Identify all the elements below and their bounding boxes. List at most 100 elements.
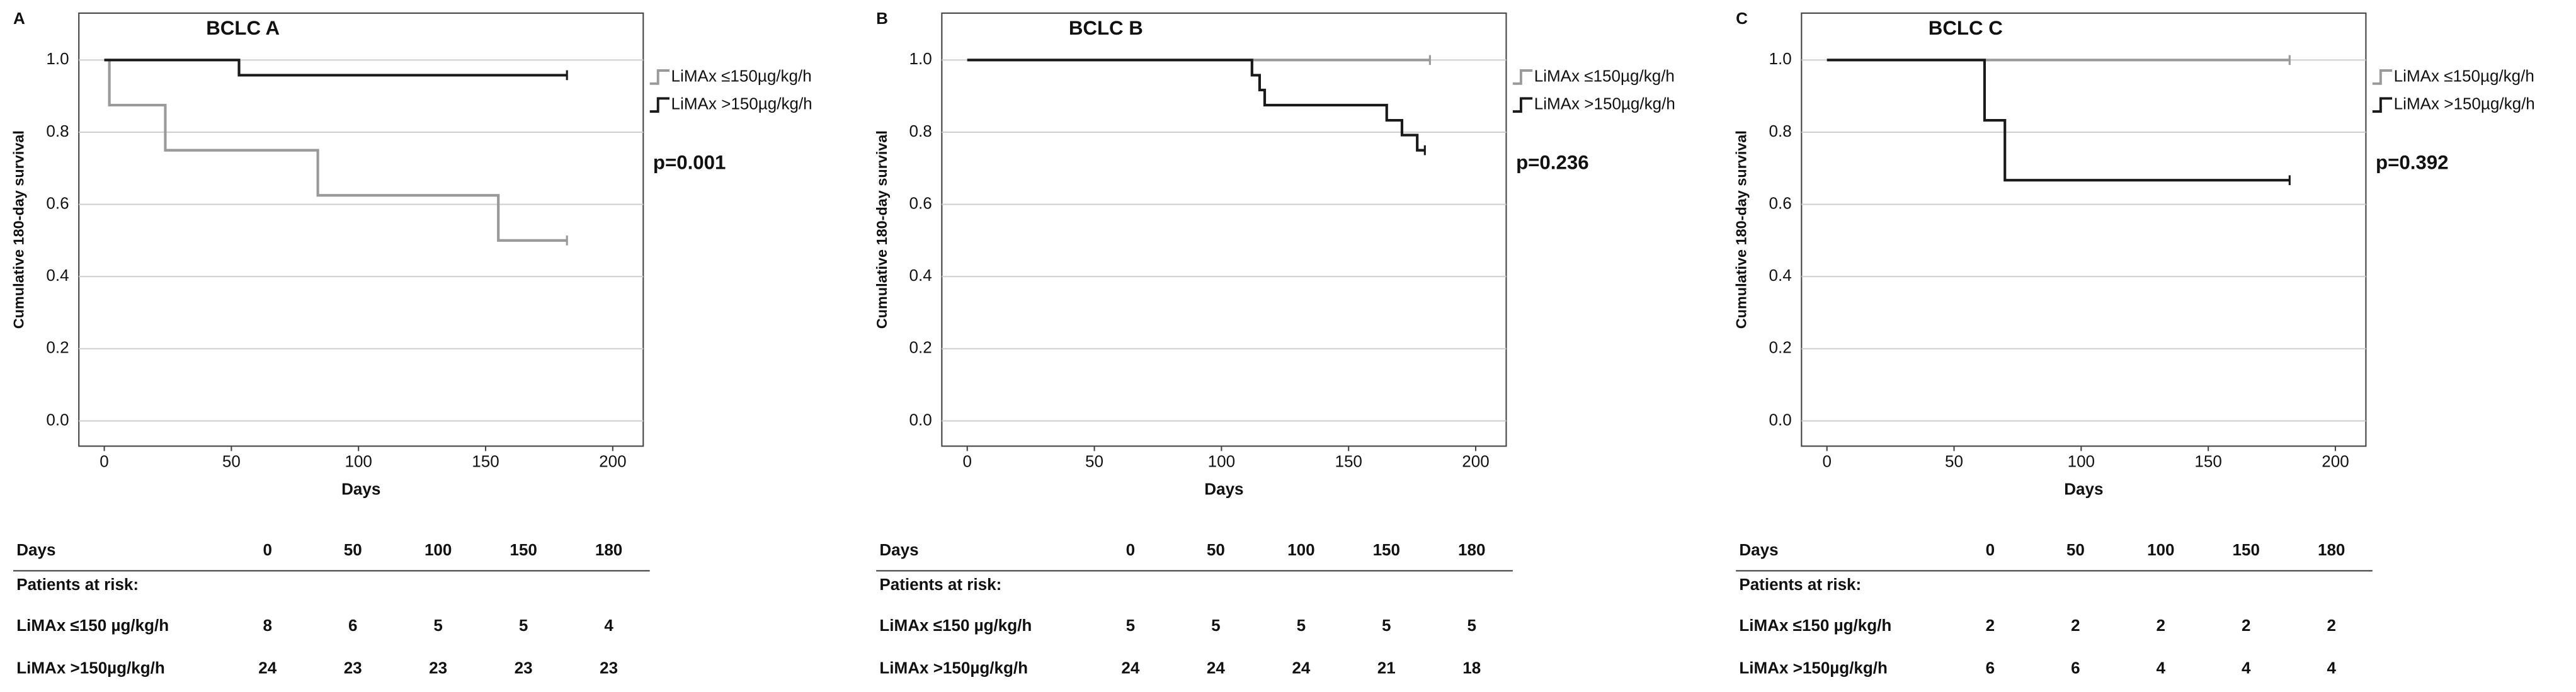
table-cell: 2	[1986, 616, 1995, 635]
x-axis-label: Days	[341, 480, 380, 499]
table-cell: 5	[1297, 616, 1306, 635]
table-column: 100	[1287, 540, 1314, 559]
table-header: Days	[1739, 540, 1778, 559]
table-header: Days	[879, 540, 918, 559]
y-tick-label: 1.0	[46, 49, 69, 68]
table-cell: 18	[1462, 659, 1481, 678]
y-tick-label: 1.0	[1769, 49, 1792, 68]
table-cell: 5	[519, 616, 528, 635]
table-cell: 2	[2242, 616, 2250, 635]
x-tick-label: 0	[1822, 451, 1831, 470]
legend-label: LiMAx >150µg/kg/h	[671, 94, 812, 113]
y-tick-label: 0.0	[909, 410, 932, 429]
y-tick-label: 0.6	[46, 193, 69, 212]
legend-swatch	[2372, 69, 2393, 85]
table-column: 50	[2066, 540, 2085, 559]
table-subheader: Patients at risk:	[16, 575, 139, 594]
table-column: 0	[1986, 540, 1995, 559]
table-cell: 5	[1211, 616, 1220, 635]
table-cell: 2	[2327, 616, 2335, 635]
row-label: LiMAx >150µg/kg/h	[1739, 659, 1888, 678]
table-cell: 23	[344, 659, 362, 678]
y-axis-label: Cumulative 180-day survival	[874, 130, 890, 329]
y-tick-label: 0.4	[1769, 266, 1792, 285]
y-tick-label: 0.8	[46, 122, 69, 140]
table-header: Days	[16, 540, 55, 559]
legend-label: LiMAx ≤150µg/kg/h	[2394, 66, 2534, 85]
chart-title: BCLC C	[1929, 17, 2003, 39]
row-label: LiMAx ≤150 µg/kg/h	[16, 616, 169, 635]
table-cell: 4	[2327, 659, 2336, 678]
survival-curve	[1827, 59, 2290, 182]
table-column: 50	[344, 540, 362, 559]
y-tick-label: 0.2	[46, 338, 69, 357]
table-cell: 24	[1207, 659, 1225, 678]
y-tick-label: 1.0	[909, 49, 932, 68]
row-label: LiMAx >150µg/kg/h	[16, 659, 165, 678]
table-cell: 2	[2157, 616, 2165, 635]
panel-label: B	[876, 9, 888, 28]
table-cell: 5	[433, 616, 442, 635]
y-tick-label: 0.4	[909, 266, 932, 285]
x-tick-label: 200	[2322, 451, 2349, 470]
table-column: 180	[1458, 540, 1485, 559]
x-tick-label: 200	[1462, 451, 1489, 470]
panel-label: C	[1736, 9, 1748, 28]
plot-frame	[78, 12, 644, 447]
y-tick-label: 0.0	[46, 410, 69, 429]
table-column: 50	[1207, 540, 1225, 559]
table-cell: 8	[263, 616, 272, 635]
table-cell: 24	[1292, 659, 1310, 678]
survival-curve	[104, 59, 567, 242]
table-subheader: Patients at risk:	[879, 575, 1001, 594]
x-axis-label: Days	[2064, 480, 2103, 499]
chart-title: BCLC B	[1069, 17, 1143, 39]
legend-swatch	[2372, 97, 2393, 113]
plot-frame	[941, 12, 1507, 447]
x-tick-label: 150	[2194, 451, 2221, 470]
table-cell: 4	[2242, 659, 2251, 678]
row-label: LiMAx ≤150 µg/kg/h	[879, 616, 1032, 635]
survival-curve	[967, 59, 1425, 152]
x-tick-label: 150	[472, 451, 499, 470]
x-tick-label: 100	[2068, 451, 2095, 470]
x-tick-label: 100	[1208, 451, 1235, 470]
row-label: LiMAx ≤150 µg/kg/h	[1739, 616, 1891, 635]
chart-title: BCLC A	[206, 17, 280, 39]
plot-frame	[1801, 12, 2367, 447]
legend-label: LiMAx ≤150µg/kg/h	[671, 66, 812, 85]
p-value: p=0.236	[1516, 152, 1589, 174]
table-cell: 23	[515, 659, 533, 678]
table-cell: 24	[258, 659, 276, 678]
x-tick-label: 0	[962, 451, 971, 470]
table-cell: 21	[1377, 659, 1396, 678]
legend-label: LiMAx >150µg/kg/h	[1534, 94, 1675, 113]
legend-swatch	[649, 97, 670, 113]
table-column: 100	[2147, 540, 2174, 559]
p-value: p=0.001	[653, 152, 726, 174]
legend-swatch	[649, 69, 670, 85]
y-tick-label: 0.4	[46, 266, 69, 285]
y-tick-label: 0.8	[909, 122, 932, 140]
table-column: 150	[1373, 540, 1400, 559]
table-column: 0	[1126, 540, 1135, 559]
panel-label: A	[13, 9, 25, 28]
x-tick-label: 50	[222, 451, 241, 470]
x-axis-label: Days	[1204, 480, 1243, 499]
table-column: 180	[2318, 540, 2345, 559]
y-axis-label: Cumulative 180-day survival	[1733, 130, 1750, 329]
legend-swatch	[1512, 69, 1533, 85]
y-tick-label: 0.8	[1769, 122, 1792, 140]
p-value: p=0.392	[2376, 152, 2449, 174]
table-cell: 2	[2071, 616, 2080, 635]
survival-curve	[104, 59, 567, 77]
legend-label: LiMAx >150µg/kg/h	[2394, 94, 2535, 113]
table-subheader: Patients at risk:	[1739, 575, 1861, 594]
table-cell: 5	[1382, 616, 1391, 635]
table-column: 180	[595, 540, 622, 559]
table-column: 100	[425, 540, 452, 559]
table-cell: 6	[1986, 659, 1995, 678]
legend-label: LiMAx ≤150µg/kg/h	[1534, 66, 1675, 85]
x-tick-label: 200	[599, 451, 626, 470]
